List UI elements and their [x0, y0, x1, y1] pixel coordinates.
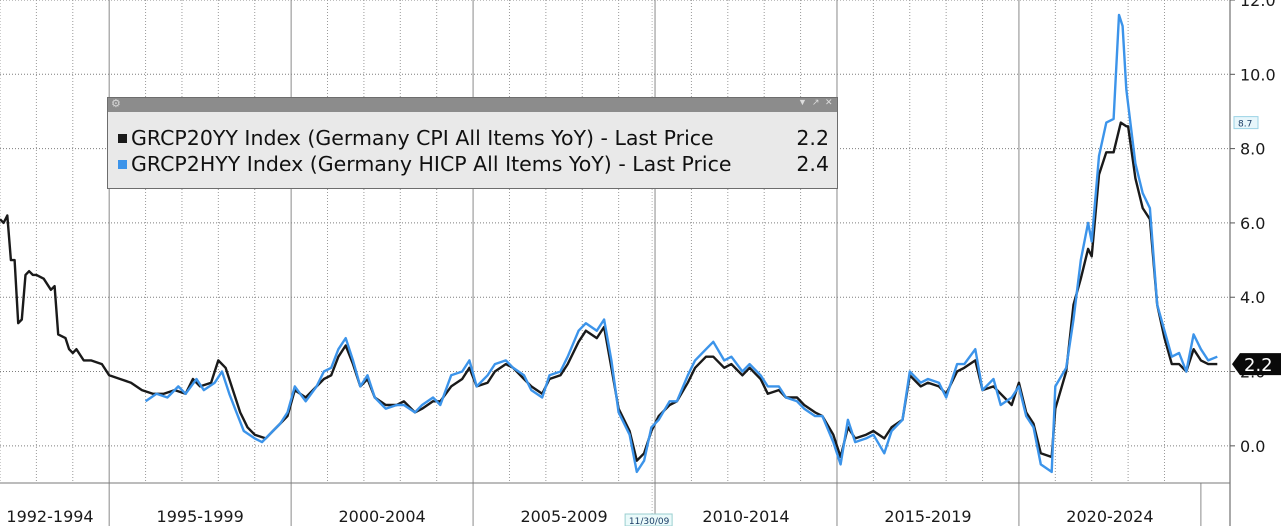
y-tick-label-3: 6.0 [1240, 214, 1265, 233]
pin-icon[interactable]: ▼ [798, 97, 807, 107]
legend-entry-cpi[interactable]: GRCP20YY Index (Germany CPI All Items Yo… [118, 125, 829, 151]
last-price-tag-box [1232, 353, 1281, 376]
x-period-label-1: 1995-1999 [157, 507, 244, 526]
overlay-tag-box-0 [1233, 116, 1259, 130]
legend-swatch-cpi [118, 133, 127, 143]
x-period-label-5: 2015-2019 [884, 507, 971, 526]
series-line-hicp [144, 13, 1218, 474]
y-tick-label-4: 8.0 [1240, 140, 1265, 159]
y-tick-label-0: 0.0 [1240, 437, 1265, 456]
resize-icon[interactable]: ↗ [812, 97, 820, 107]
legend-swatch-hicp [118, 159, 127, 169]
legend-label-hicp: GRCP2HYY Index (Germany HICP All Items Y… [131, 152, 732, 176]
x-period-label-2: 2000-2004 [338, 507, 425, 526]
overlay-tag-label-0: 8.7 [1238, 120, 1252, 130]
legend-entry-hicp[interactable]: GRCP2HYY Index (Germany HICP All Items Y… [118, 151, 829, 177]
gear-icon[interactable]: ⚙ [111, 98, 121, 110]
legend-value-hicp: 2.4 [796, 152, 829, 176]
close-icon[interactable]: ✕ [825, 97, 833, 107]
legend-label-cpi: GRCP20YY Index (Germany CPI All Items Yo… [131, 126, 714, 150]
legend-titlebar[interactable]: ⚙ ▼ ↗ ✕ [108, 97, 837, 112]
series-line-cpi [0, 121, 1218, 462]
y-tick-label-2: 4.0 [1240, 288, 1265, 307]
x-period-label-0: 1992-1994 [6, 507, 93, 526]
x-period-label-3: 2005-2009 [520, 507, 607, 526]
legend-panel[interactable]: ⚙ ▼ ↗ ✕ GRCP20YY Index (Germany CPI All … [107, 97, 838, 189]
y-tick-label-5: 10.0 [1240, 65, 1276, 84]
x-period-label-6: 2020-2024 [1066, 507, 1153, 526]
crosshair-date-label: 11/30/09 [629, 517, 670, 526]
last-price-tag-label: 2.2 [1244, 355, 1273, 376]
y-tick-label-6: 12.0 [1240, 0, 1276, 10]
legend-value-cpi: 2.2 [796, 126, 829, 150]
x-period-label-4: 2010-2014 [702, 507, 789, 526]
